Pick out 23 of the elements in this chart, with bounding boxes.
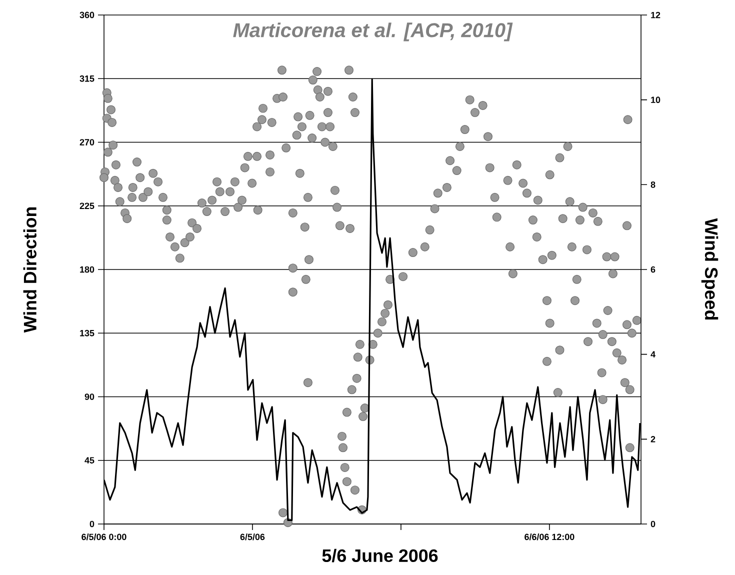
y2-tick-label: 2: [650, 436, 656, 442]
y2-tick-label: 4: [650, 351, 656, 358]
y2-tick-label: 12: [651, 12, 660, 18]
y-tick-label: 360: [80, 12, 94, 18]
y-axis-title: Wind Direction: [23, 207, 36, 333]
y-tick-label: 270: [80, 139, 94, 146]
x-axis-title: 5/6 June 2006: [322, 548, 438, 562]
y2-tick-label: 10: [651, 96, 660, 104]
y-tick-label: 315: [80, 75, 94, 82]
x-tick-label: 6/5/06 0:00: [82, 534, 126, 540]
y2-tick-label: 8: [650, 181, 656, 188]
x-tick-label: 6/6/06 12:00: [524, 534, 574, 540]
y-tick-label: 225: [80, 202, 94, 210]
y-tick-label: 180: [80, 266, 94, 273]
y-tick-label: 45: [84, 457, 94, 464]
y-tick-label: 0: [90, 520, 94, 528]
y2-tick-label: 0: [650, 520, 656, 528]
x-tick-label: 6/5/06: [240, 534, 265, 540]
y-tick-label: 135: [80, 330, 94, 336]
chart-title: Marticorena et al. [ACP, 2010]: [233, 22, 513, 42]
y2-tick-label: 6: [650, 266, 656, 273]
y-tick-label: 90: [84, 394, 94, 400]
y2-axis-title: Wind Speed: [701, 218, 718, 320]
